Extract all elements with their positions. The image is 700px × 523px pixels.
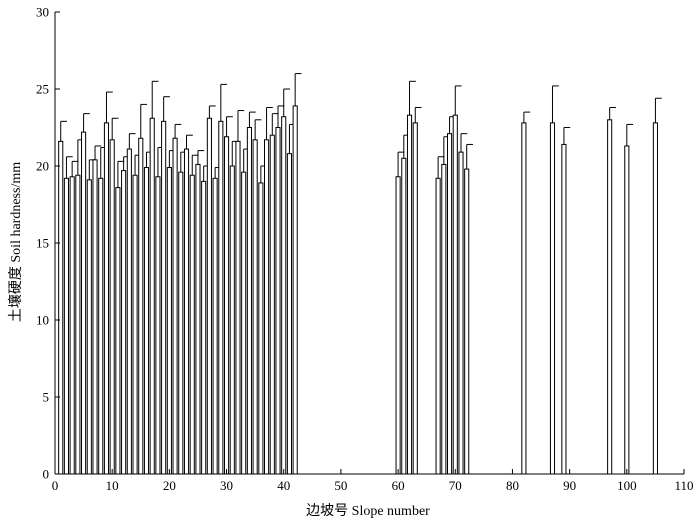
x-tick-label: 60 bbox=[392, 478, 405, 493]
bar bbox=[281, 116, 287, 475]
y-tick-label: 10 bbox=[36, 313, 49, 328]
x-tick-label: 0 bbox=[52, 478, 59, 493]
bar bbox=[103, 122, 110, 475]
bar bbox=[63, 177, 69, 475]
bar bbox=[258, 182, 264, 475]
x-tick-label: 80 bbox=[506, 478, 519, 493]
bar bbox=[149, 117, 155, 475]
bar bbox=[212, 177, 218, 475]
bar bbox=[115, 187, 121, 475]
bar bbox=[183, 148, 190, 475]
bar bbox=[269, 134, 275, 475]
bar bbox=[138, 137, 144, 475]
bar bbox=[201, 180, 207, 475]
x-axis-title: 边坡号 Slope number bbox=[306, 503, 430, 519]
bar bbox=[561, 143, 567, 475]
bar bbox=[81, 131, 87, 475]
bar bbox=[195, 163, 201, 475]
bar bbox=[223, 136, 230, 475]
bar bbox=[86, 179, 92, 475]
bar bbox=[161, 120, 167, 475]
bar bbox=[246, 127, 252, 475]
y-tick-label: 5 bbox=[43, 390, 50, 405]
y-tick-label: 15 bbox=[36, 236, 49, 251]
x-tick-label: 70 bbox=[449, 478, 462, 493]
bar bbox=[58, 140, 64, 475]
y-axis-title: 土壤硬度 Soil hardness/mm bbox=[7, 162, 24, 322]
bars-layer bbox=[58, 73, 662, 475]
bar bbox=[401, 157, 407, 475]
bar bbox=[132, 174, 138, 475]
bar bbox=[229, 165, 235, 475]
bar bbox=[275, 127, 281, 475]
bar bbox=[75, 174, 81, 475]
x-tick-label: 110 bbox=[674, 478, 693, 493]
bar bbox=[624, 145, 630, 475]
bar bbox=[464, 168, 470, 475]
bar bbox=[69, 176, 75, 475]
bar bbox=[447, 133, 453, 475]
y-tick-label: 30 bbox=[36, 5, 49, 20]
bar bbox=[406, 114, 413, 475]
bar bbox=[292, 105, 298, 475]
bar bbox=[121, 170, 127, 475]
bar bbox=[286, 153, 293, 475]
bar bbox=[189, 174, 195, 475]
bar bbox=[155, 176, 161, 475]
bar bbox=[166, 167, 172, 475]
x-tick-label: 10 bbox=[106, 478, 119, 493]
y-tick-label: 25 bbox=[36, 82, 49, 97]
bar bbox=[126, 148, 132, 475]
bar bbox=[264, 139, 270, 475]
x-tick-label: 30 bbox=[220, 478, 233, 493]
bar bbox=[607, 119, 613, 475]
bar bbox=[143, 167, 150, 475]
bar bbox=[92, 159, 98, 475]
bar bbox=[241, 171, 247, 475]
x-tick-label: 20 bbox=[163, 478, 176, 493]
bar bbox=[235, 140, 241, 475]
x-tick-label: 90 bbox=[563, 478, 576, 493]
bar bbox=[435, 177, 441, 475]
axes-layer: 0 5 10 15 20 25 30 0 10 20 30 40 50 60 70 80 90 100 110 bbox=[36, 5, 694, 494]
bar bbox=[98, 177, 104, 475]
bar bbox=[549, 122, 556, 475]
bar bbox=[441, 163, 447, 475]
bar bbox=[172, 137, 178, 475]
x-tick-label: 40 bbox=[277, 478, 290, 493]
bar bbox=[412, 122, 418, 475]
bar bbox=[458, 151, 464, 475]
y-tick-label: 20 bbox=[36, 159, 49, 174]
bar bbox=[521, 122, 527, 475]
bar bbox=[178, 171, 184, 475]
x-tick-label: 50 bbox=[334, 478, 347, 493]
bar bbox=[109, 139, 115, 475]
y-tick-label: 0 bbox=[43, 467, 50, 482]
bar bbox=[652, 122, 658, 475]
bar bbox=[206, 117, 212, 475]
bar bbox=[252, 139, 258, 475]
bar bbox=[218, 120, 224, 475]
x-tick-label: 100 bbox=[617, 478, 637, 493]
bar bbox=[395, 176, 401, 475]
bar bbox=[452, 114, 458, 475]
